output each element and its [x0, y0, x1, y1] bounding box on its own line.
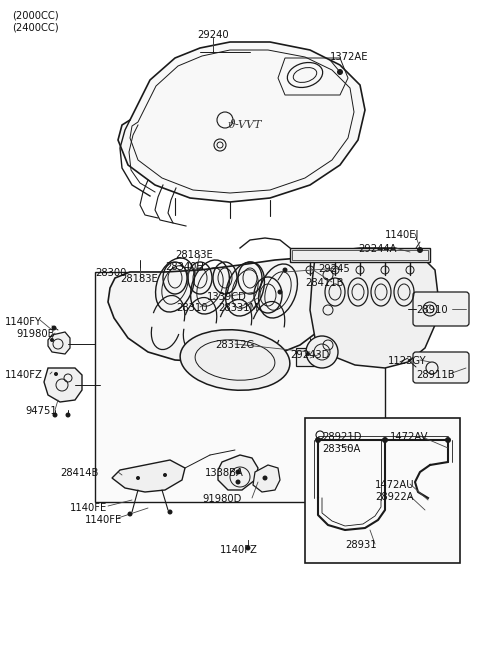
Text: 1339CD: 1339CD — [207, 292, 247, 302]
Circle shape — [417, 247, 423, 253]
Text: 28183E: 28183E — [175, 250, 213, 260]
Text: 91980D: 91980D — [202, 494, 241, 504]
Circle shape — [236, 479, 240, 485]
Circle shape — [51, 326, 57, 331]
Text: 29240: 29240 — [197, 30, 229, 40]
Text: 29243D: 29243D — [290, 350, 329, 360]
Circle shape — [52, 413, 58, 417]
Circle shape — [337, 69, 343, 75]
Text: 28312G: 28312G — [215, 340, 254, 350]
Text: 1140FE: 1140FE — [85, 515, 122, 525]
Text: 29245: 29245 — [318, 264, 350, 274]
FancyBboxPatch shape — [413, 292, 469, 326]
Circle shape — [163, 473, 167, 477]
Text: 94751: 94751 — [25, 406, 57, 416]
Text: 29244A: 29244A — [358, 244, 396, 254]
Circle shape — [277, 290, 283, 295]
Polygon shape — [112, 460, 185, 492]
Circle shape — [315, 437, 321, 443]
Text: 28931: 28931 — [345, 540, 377, 550]
Text: 28350A: 28350A — [322, 444, 360, 454]
Polygon shape — [118, 42, 365, 202]
Text: 91980B: 91980B — [16, 329, 55, 339]
Text: 1338BA: 1338BA — [205, 468, 244, 478]
Text: 1140FY: 1140FY — [5, 317, 42, 327]
Text: 28310: 28310 — [176, 303, 207, 313]
Polygon shape — [48, 332, 70, 354]
Text: 1123GY: 1123GY — [388, 356, 427, 366]
Text: 28414B: 28414B — [60, 468, 98, 478]
Circle shape — [128, 512, 132, 517]
Bar — [305, 418, 460, 563]
Text: 1140EJ: 1140EJ — [385, 230, 420, 240]
Circle shape — [306, 352, 310, 356]
Circle shape — [168, 510, 172, 514]
Circle shape — [445, 437, 451, 443]
Circle shape — [283, 267, 288, 272]
Text: 28411B: 28411B — [305, 278, 344, 288]
Polygon shape — [218, 455, 258, 490]
Text: 28911B: 28911B — [416, 370, 455, 380]
Circle shape — [245, 546, 251, 550]
Polygon shape — [253, 465, 280, 492]
Polygon shape — [108, 258, 332, 362]
Text: (2400CC): (2400CC) — [12, 22, 59, 32]
Text: 28331M: 28331M — [218, 303, 258, 313]
Text: (2000CC): (2000CC) — [12, 10, 59, 20]
Text: 28910: 28910 — [416, 305, 448, 315]
Circle shape — [54, 372, 58, 376]
Polygon shape — [310, 248, 438, 368]
Circle shape — [306, 336, 338, 368]
Bar — [296, 348, 324, 366]
Text: 1372AE: 1372AE — [330, 52, 369, 62]
Text: 1140FZ: 1140FZ — [5, 370, 43, 380]
Circle shape — [136, 476, 140, 480]
Text: 28921D: 28921D — [322, 432, 361, 442]
Text: ϑ-VVT: ϑ-VVT — [228, 120, 262, 130]
Circle shape — [263, 476, 267, 481]
Text: 1472AV: 1472AV — [390, 432, 429, 442]
Text: 1140FE: 1140FE — [70, 503, 107, 513]
Circle shape — [65, 413, 71, 417]
Circle shape — [236, 470, 240, 474]
Ellipse shape — [180, 329, 290, 390]
Circle shape — [50, 338, 54, 342]
Bar — [292, 250, 428, 260]
Circle shape — [382, 437, 388, 443]
Text: 28922A: 28922A — [375, 492, 414, 502]
Bar — [95, 272, 385, 502]
Text: 1472AU: 1472AU — [375, 480, 415, 490]
Polygon shape — [44, 368, 82, 402]
Text: 1140FZ: 1140FZ — [220, 545, 258, 555]
Text: 28183E: 28183E — [120, 274, 158, 284]
FancyBboxPatch shape — [413, 352, 469, 383]
Text: 28300: 28300 — [95, 268, 126, 278]
Text: 28340H: 28340H — [165, 262, 204, 272]
Bar — [290, 248, 430, 262]
